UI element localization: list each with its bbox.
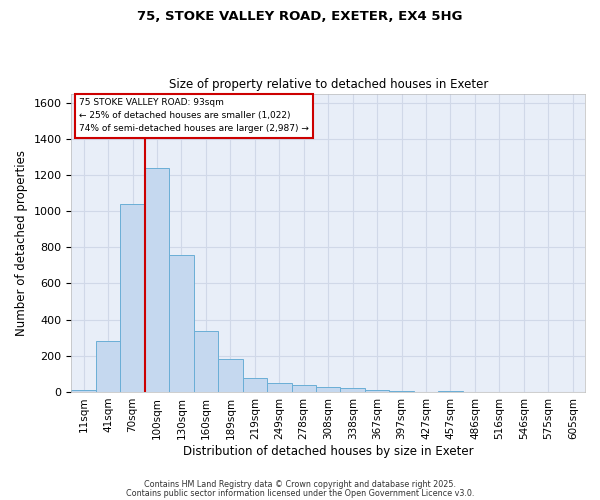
Bar	[365, 390, 389, 392]
Y-axis label: Number of detached properties: Number of detached properties	[15, 150, 28, 336]
Bar	[169, 254, 194, 392]
Bar	[96, 342, 121, 392]
Bar	[121, 204, 145, 392]
Bar	[242, 378, 267, 392]
Bar	[71, 390, 96, 392]
Bar	[340, 388, 365, 392]
Text: 75, STOKE VALLEY ROAD, EXETER, EX4 5HG: 75, STOKE VALLEY ROAD, EXETER, EX4 5HG	[137, 10, 463, 23]
Bar	[292, 385, 316, 392]
Bar	[389, 390, 414, 392]
X-axis label: Distribution of detached houses by size in Exeter: Distribution of detached houses by size …	[183, 444, 473, 458]
Bar	[194, 332, 218, 392]
Text: Contains public sector information licensed under the Open Government Licence v3: Contains public sector information licen…	[126, 488, 474, 498]
Text: 75 STOKE VALLEY ROAD: 93sqm
← 25% of detached houses are smaller (1,022)
74% of : 75 STOKE VALLEY ROAD: 93sqm ← 25% of det…	[79, 98, 309, 134]
Title: Size of property relative to detached houses in Exeter: Size of property relative to detached ho…	[169, 78, 488, 91]
Bar	[145, 168, 169, 392]
Bar	[267, 384, 292, 392]
Text: Contains HM Land Registry data © Crown copyright and database right 2025.: Contains HM Land Registry data © Crown c…	[144, 480, 456, 489]
Bar	[218, 358, 242, 392]
Bar	[316, 386, 340, 392]
Bar	[438, 390, 463, 392]
